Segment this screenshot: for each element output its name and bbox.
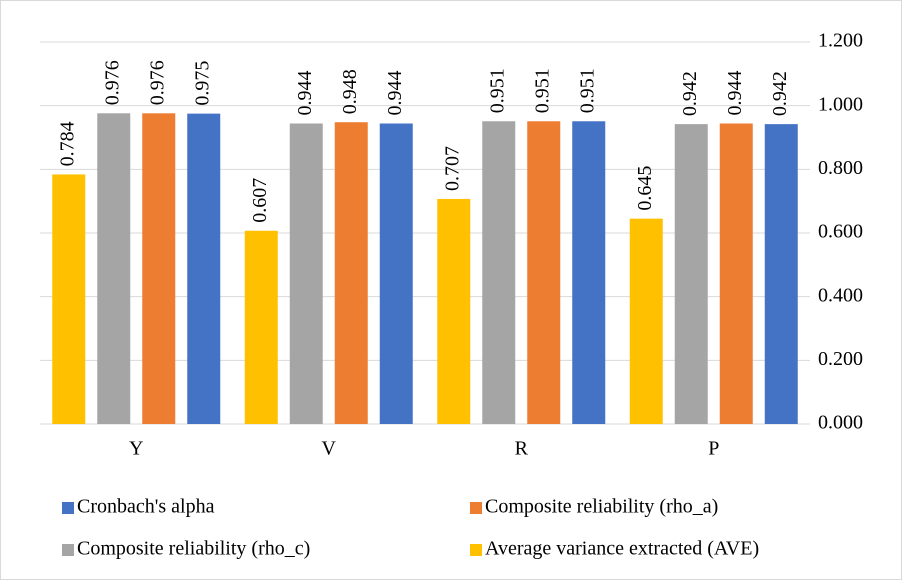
x-tick-label: P: [708, 438, 719, 460]
legend-swatch: [62, 544, 74, 556]
x-tick-label: Y: [129, 438, 143, 460]
y-tick-label: 1.000: [818, 93, 863, 115]
bar: [482, 121, 515, 424]
value-label: 0.944: [384, 70, 406, 115]
value-label: 0.645: [634, 166, 656, 211]
x-tick-label: R: [515, 438, 529, 460]
y-tick-label: 0.600: [818, 221, 863, 243]
legend-label: Cronbach's alpha: [77, 496, 215, 518]
bar: [720, 123, 753, 424]
y-tick-label: 0.800: [818, 157, 863, 179]
legend-label: Average variance extracted (AVE): [485, 538, 759, 560]
legend-swatch: [470, 502, 482, 514]
legend-label: Composite reliability (rho_c): [77, 538, 310, 560]
bar: [290, 123, 323, 424]
value-label: 0.607: [249, 178, 271, 223]
value-label: 0.707: [441, 146, 463, 191]
bar: [380, 123, 413, 424]
value-label: 0.948: [339, 69, 361, 114]
bar: [97, 113, 130, 424]
bar: [52, 174, 85, 424]
value-label: 0.944: [724, 70, 746, 115]
chart: 0.000 0.200 0.400 0.600 0.800 1.000 1.200 Y 0.78…: [0, 0, 903, 581]
y-tick-label: 0.400: [818, 284, 863, 306]
legend-swatch: [470, 544, 482, 556]
bar: [765, 124, 798, 424]
bar: [527, 121, 560, 424]
y-tick-label: 0.200: [818, 348, 863, 370]
value-label: 0.784: [56, 121, 78, 166]
value-label: 0.944: [294, 70, 316, 115]
bar: [187, 114, 220, 424]
legend-label: Composite reliability (rho_a): [485, 496, 718, 518]
value-label: 0.976: [101, 60, 123, 105]
y-tick-label: 1.200: [818, 30, 863, 52]
x-tick-label: V: [322, 438, 337, 460]
value-label: 0.975: [191, 61, 213, 106]
value-label: 0.942: [769, 71, 791, 116]
bar: [142, 113, 175, 424]
value-label: 0.951: [486, 68, 508, 113]
bar: [437, 199, 470, 424]
y-tick-label: 0.000: [818, 412, 863, 434]
value-label: 0.951: [576, 68, 598, 113]
bar: [245, 231, 278, 424]
bar: [675, 124, 708, 424]
bar: [572, 121, 605, 424]
value-label: 0.942: [679, 71, 701, 116]
bar: [335, 122, 368, 424]
legend-swatch: [62, 502, 74, 514]
value-label: 0.951: [531, 68, 553, 113]
bar: [630, 219, 663, 424]
value-label: 0.976: [146, 60, 168, 105]
